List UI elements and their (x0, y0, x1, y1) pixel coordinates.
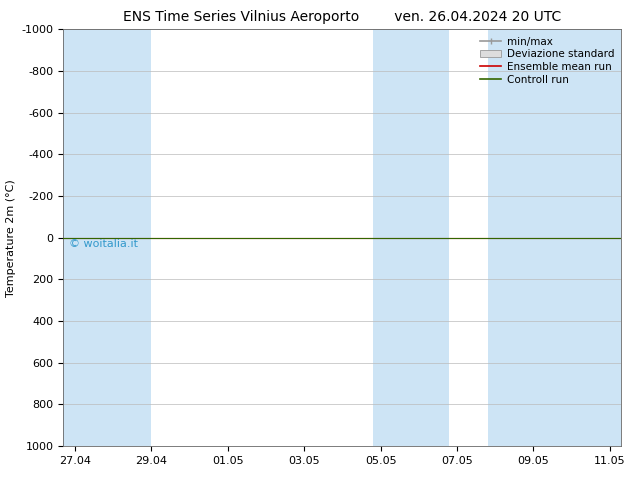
Y-axis label: Temperature 2m (°C): Temperature 2m (°C) (6, 179, 16, 296)
Bar (488, 29, 621, 446)
Text: © woitalia.it: © woitalia.it (69, 239, 138, 249)
Bar (63, 29, 152, 446)
Legend: min/max, Deviazione standard, Ensemble mean run, Controll run: min/max, Deviazione standard, Ensemble m… (476, 32, 618, 89)
Bar (373, 29, 450, 446)
Title: ENS Time Series Vilnius Aeroporto        ven. 26.04.2024 20 UTC: ENS Time Series Vilnius Aeroporto ven. 2… (123, 10, 562, 24)
